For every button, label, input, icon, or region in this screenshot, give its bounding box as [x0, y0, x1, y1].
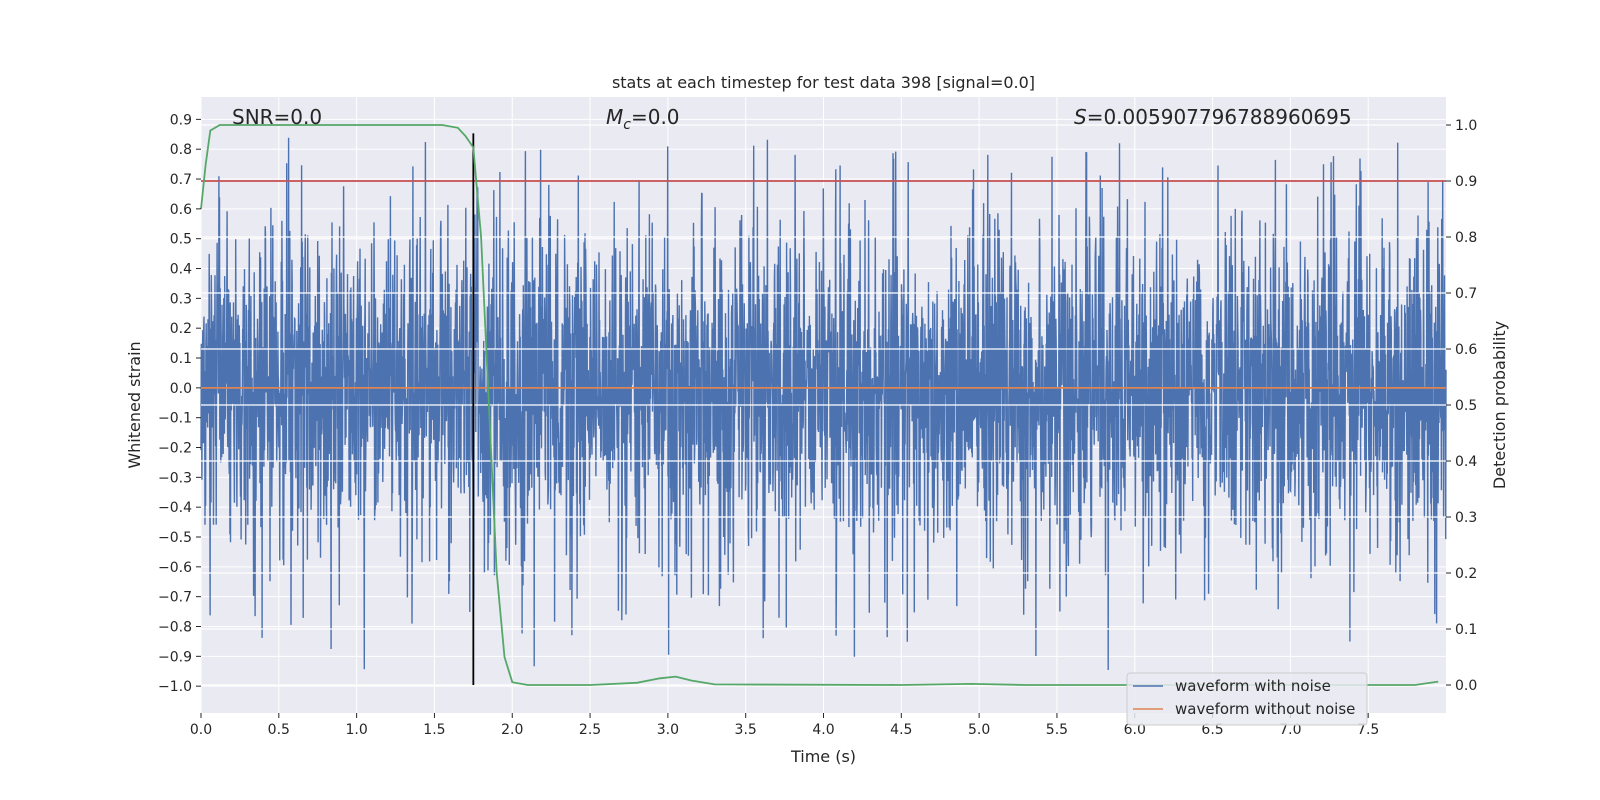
- x-tick-label: 4.0: [812, 722, 834, 738]
- x-tick-label: 7.5: [1357, 722, 1379, 738]
- score-symbol: S: [1074, 105, 1087, 129]
- x-tick-label: 3.0: [657, 722, 679, 738]
- x-tick-label: 0.5: [268, 722, 290, 738]
- y-right-tick-label: 0.2: [1455, 566, 1477, 582]
- x-tick-label: 2.5: [579, 722, 601, 738]
- legend-box: [1126, 672, 1368, 726]
- y-left-tick-label: 0.0: [170, 381, 192, 397]
- y-left-axis-ticks: 0.9 0.8 0.7 0.6 0.5 0.4 0.3 0.2 0.1 0.0 −0.1 −0.2 −0…: [158, 112, 201, 695]
- y-right-tick-label: 0.9: [1455, 174, 1477, 190]
- y-right-tick-label: 0.4: [1455, 454, 1477, 470]
- x-tick-label: 5.5: [1046, 722, 1068, 738]
- y-left-tick-label: 0.8: [170, 142, 192, 158]
- y-left-tick-label: 0.7: [170, 172, 192, 188]
- y-right-tick-label: 0.3: [1455, 510, 1477, 526]
- series-layer: [200, 124, 1447, 686]
- legend-label-clean: waveform without noise: [1175, 700, 1355, 718]
- x-tick-label: 1.5: [423, 722, 445, 738]
- y-left-tick-label: 0.3: [170, 291, 192, 307]
- x-tick-label: 0.0: [190, 722, 212, 738]
- legend: waveform with noise waveform without noi…: [1126, 672, 1368, 726]
- x-tick-label: 2.0: [501, 722, 523, 738]
- chirp-mass-annotation: Mc=0.0: [606, 105, 680, 133]
- y-left-tick-label: 0.5: [170, 232, 192, 248]
- y-right-tick-label: 0.1: [1455, 622, 1477, 638]
- chirp-mass-symbol: M: [606, 105, 623, 129]
- y-left-tick-label: −0.2: [158, 441, 192, 457]
- y-left-tick-label: 0.4: [170, 262, 192, 278]
- y-left-tick-label: 0.6: [170, 202, 192, 218]
- y-left-tick-label: −0.3: [158, 470, 192, 486]
- y-right-tick-label: 0.8: [1455, 230, 1477, 246]
- y-right-tick-label: 0.5: [1455, 398, 1477, 414]
- legend-label-noise: waveform with noise: [1175, 677, 1331, 695]
- chirp-mass-value: =0.0: [631, 105, 680, 129]
- series-waveform-with-noise: [200, 137, 1447, 671]
- y-left-tick-label: 0.9: [170, 112, 192, 128]
- x-tick-label: 7.0: [1279, 722, 1301, 738]
- y-left-tick-label: 0.1: [170, 351, 192, 367]
- x-tick-label: 6.0: [1124, 722, 1146, 738]
- y-left-tick-label: 0.2: [170, 321, 192, 337]
- y-right-tick-label: 0.7: [1455, 286, 1477, 302]
- y-right-tick-label: 0.6: [1455, 342, 1477, 358]
- y-left-tick-label: −0.7: [158, 590, 192, 606]
- x-tick-label: 4.5: [890, 722, 912, 738]
- y-left-tick-label: −0.1: [158, 411, 192, 427]
- y-left-tick-label: −0.9: [158, 649, 192, 665]
- x-tick-label: 5.0: [968, 722, 990, 738]
- snr-annotation: SNR=0.0: [232, 105, 322, 129]
- score-value: =0.005907796788960695: [1087, 105, 1352, 129]
- y-left-tick-label: −0.5: [158, 530, 192, 546]
- y-right-axis-label: Detection probability: [1490, 321, 1509, 489]
- x-axis-label: Time (s): [790, 747, 856, 766]
- x-axis-ticks: 0.0 0.5 1.0 1.5 2.0 2.5 3.0 3.5 4.0 4.5 5.0 5.5 6.0 6…: [190, 713, 1379, 738]
- y-left-tick-label: −0.6: [158, 560, 192, 576]
- y-right-tick-label: 0.0: [1455, 678, 1477, 694]
- score-annotation: S=0.005907796788960695: [1074, 105, 1352, 129]
- chart-title: stats at each timestep for test data 398…: [612, 73, 1035, 92]
- y-left-tick-label: −0.4: [158, 500, 192, 516]
- x-tick-label: 1.0: [345, 722, 367, 738]
- x-tick-label: 6.5: [1201, 722, 1223, 738]
- y-left-axis-label: Whitened strain: [125, 341, 144, 468]
- series-detection-probability: [200, 124, 1439, 686]
- x-tick-label: 3.5: [735, 722, 757, 738]
- y-left-tick-label: −0.8: [158, 619, 192, 635]
- chirp-mass-subscript: c: [623, 117, 631, 133]
- y-right-tick-label: 1.0: [1455, 118, 1477, 134]
- y-right-axis-ticks: 1.0 0.9 0.8 0.7 0.6 0.5 0.4 0.3 0.2 0.1 0.0: [1446, 118, 1477, 694]
- y-left-tick-label: −1.0: [158, 679, 192, 695]
